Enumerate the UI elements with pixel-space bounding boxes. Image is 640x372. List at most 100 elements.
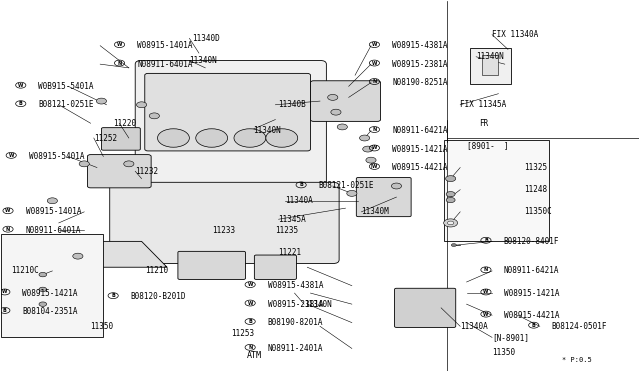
Text: 11325: 11325 (524, 163, 547, 172)
Text: B: B (111, 293, 115, 298)
Text: W08915-1421A: W08915-1421A (22, 289, 78, 298)
Text: W: W (5, 208, 11, 213)
Circle shape (331, 109, 341, 115)
Circle shape (447, 221, 454, 225)
Text: 11210: 11210 (145, 266, 168, 275)
Text: N08911-6401A: N08911-6401A (137, 60, 193, 69)
Bar (483, 55, 499, 75)
Text: B: B (3, 308, 6, 313)
Text: N: N (372, 127, 376, 132)
Circle shape (446, 192, 455, 197)
Text: B08121-0251E: B08121-0251E (319, 182, 374, 190)
Text: N: N (117, 61, 122, 65)
Text: 11253: 11253 (231, 329, 254, 338)
Circle shape (157, 129, 189, 147)
Text: 11340D: 11340D (193, 34, 220, 43)
FancyBboxPatch shape (109, 182, 339, 263)
Text: W: W (117, 42, 122, 47)
Text: N: N (248, 345, 252, 350)
Circle shape (97, 98, 106, 104)
Text: W08915-1421A: W08915-1421A (504, 289, 559, 298)
Text: B08120-B201D: B08120-B201D (131, 292, 186, 301)
Circle shape (39, 287, 47, 292)
Text: 11252: 11252 (94, 134, 117, 142)
Text: W08915-4421A: W08915-4421A (504, 311, 559, 320)
Text: W: W (2, 289, 8, 295)
FancyBboxPatch shape (102, 128, 140, 150)
FancyBboxPatch shape (394, 288, 456, 327)
Circle shape (366, 157, 376, 163)
Text: 11340N: 11340N (189, 56, 217, 65)
Text: W08915-1401A: W08915-1401A (26, 207, 81, 217)
Text: B: B (248, 319, 252, 324)
Text: W: W (372, 61, 377, 65)
Polygon shape (27, 241, 167, 267)
Text: 11340M: 11340M (362, 207, 389, 217)
Text: W: W (372, 42, 377, 47)
Circle shape (446, 198, 455, 203)
Circle shape (266, 129, 298, 147)
Text: B08190-8201A: B08190-8201A (268, 318, 323, 327)
Text: N08911-6401A: N08911-6401A (26, 226, 81, 235)
Text: 11350: 11350 (91, 322, 114, 331)
Text: W: W (18, 83, 24, 88)
Text: B08124-0501F: B08124-0501F (551, 322, 607, 331)
FancyBboxPatch shape (310, 81, 381, 121)
Text: 11233: 11233 (212, 226, 235, 235)
Circle shape (363, 146, 373, 152)
Text: B08121-0251E: B08121-0251E (38, 100, 94, 109)
Text: N: N (6, 227, 10, 232)
FancyBboxPatch shape (178, 251, 246, 279)
Text: N08911-6421A: N08911-6421A (504, 266, 559, 275)
Text: N08190-8251A: N08190-8251A (392, 78, 447, 87)
Circle shape (39, 302, 47, 307)
Circle shape (444, 219, 458, 227)
Text: 11210C: 11210C (11, 266, 38, 275)
Circle shape (328, 94, 338, 100)
Text: W: W (483, 312, 488, 317)
Text: * P:0.5: * P:0.5 (562, 356, 592, 363)
Circle shape (39, 272, 47, 277)
Text: 11232: 11232 (135, 167, 158, 176)
Text: 11340N: 11340N (253, 126, 281, 135)
Text: 11340A: 11340A (460, 322, 488, 331)
Text: 11340N: 11340N (304, 300, 332, 309)
Circle shape (234, 129, 266, 147)
Circle shape (124, 161, 134, 167)
Text: W0B915-5401A: W0B915-5401A (38, 82, 94, 91)
Text: 11221: 11221 (278, 248, 301, 257)
Text: B08120-8401F: B08120-8401F (504, 237, 559, 246)
Circle shape (47, 198, 58, 204)
Text: W08915-2381A: W08915-2381A (392, 60, 447, 69)
Text: N08911-2401A: N08911-2401A (268, 344, 323, 353)
Text: N08911-6421A: N08911-6421A (392, 126, 447, 135)
Text: W: W (372, 164, 377, 169)
Text: [N-8901]: [N-8901] (492, 333, 529, 342)
Text: FIX 11345A: FIX 11345A (460, 100, 506, 109)
Text: W08915-4421A: W08915-4421A (392, 163, 447, 172)
Text: 11350: 11350 (492, 348, 515, 357)
Text: B: B (19, 101, 22, 106)
Text: [8901-  ]: [8901- ] (467, 141, 508, 150)
Text: B08104-2351A: B08104-2351A (22, 307, 78, 316)
Circle shape (136, 102, 147, 108)
Circle shape (347, 190, 357, 196)
Circle shape (79, 161, 90, 167)
FancyBboxPatch shape (88, 155, 151, 188)
Text: W08915-1401A: W08915-1401A (137, 41, 193, 50)
Circle shape (451, 244, 456, 247)
Text: N: N (484, 267, 488, 272)
Text: W08915-5401A: W08915-5401A (29, 152, 84, 161)
Text: W08915-4381A: W08915-4381A (392, 41, 447, 50)
Text: W08915-1421A: W08915-1421A (392, 145, 447, 154)
FancyBboxPatch shape (135, 61, 326, 208)
Text: B: B (532, 323, 536, 328)
Text: 11340B: 11340B (278, 100, 307, 109)
Text: 11248: 11248 (524, 185, 547, 194)
Text: 11220: 11220 (113, 119, 136, 128)
Circle shape (392, 183, 401, 189)
Bar (444, 140, 549, 241)
Text: 11340N: 11340N (476, 52, 504, 61)
Text: N: N (372, 79, 376, 84)
Text: 11235: 11235 (275, 226, 298, 235)
